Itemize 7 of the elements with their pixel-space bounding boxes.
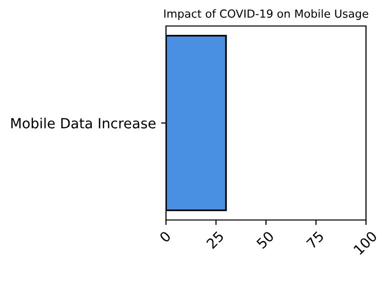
y-tick-label: Mobile Data Increase [11, 118, 156, 128]
x-tick-label: 75 [306, 230, 324, 250]
x-tick-label: 25 [206, 230, 224, 250]
x-tick-label: 100 [353, 230, 378, 255]
chart-title: Impact of COVID-19 on Mobile Usage [164, 9, 368, 20]
x-tick-label: 50 [256, 230, 274, 250]
x-tick-label: 0 [158, 230, 172, 243]
